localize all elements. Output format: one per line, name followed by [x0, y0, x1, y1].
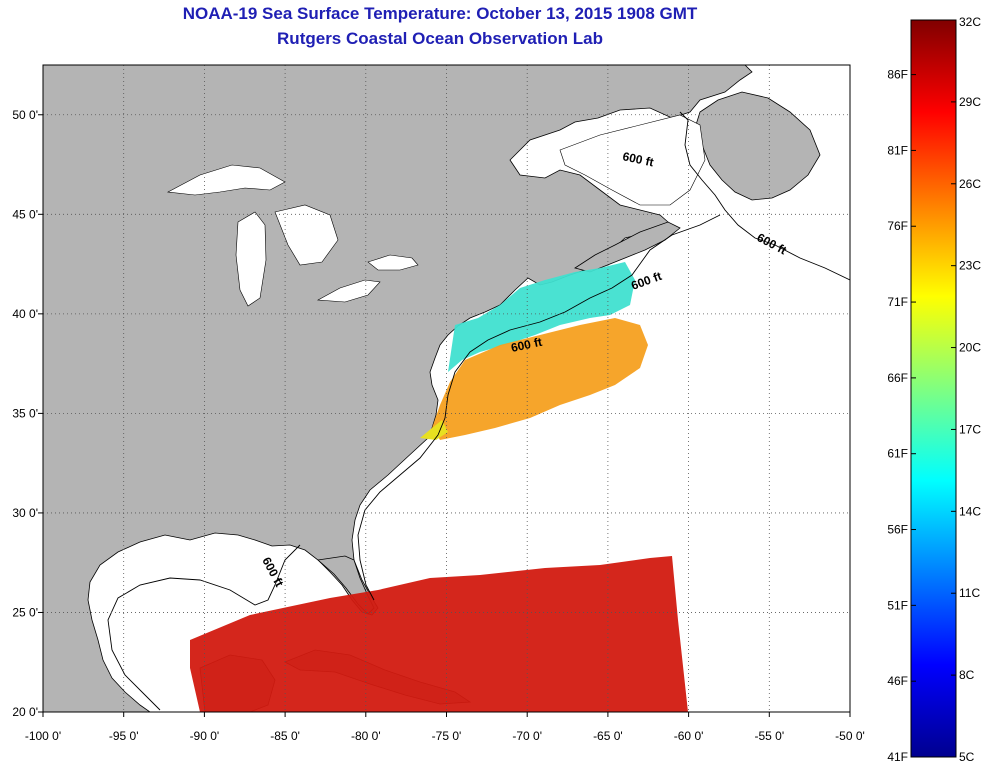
- colorbar-fahrenheit-label: 66F: [887, 371, 908, 385]
- colorbar-fahrenheit-label: 51F: [887, 598, 908, 612]
- lake-michigan: [235, 211, 267, 307]
- nova-scotia-land: [574, 221, 681, 273]
- lat-tick-label: 25 0': [12, 605, 38, 619]
- lat-tick-label: 35 0': [12, 406, 38, 420]
- colorbar-fahrenheit-label: 56F: [887, 523, 908, 537]
- colorbar-celsius-label: 32C: [959, 15, 981, 29]
- lat-tick-label: 40 0': [12, 307, 38, 321]
- colorbar-celsius-label: 8C: [959, 668, 975, 682]
- colorbar-celsius-label: 23C: [959, 259, 981, 273]
- colorbar-celsius-label: 14C: [959, 504, 981, 518]
- sst-swath-northeast: [448, 262, 635, 372]
- lake-superior: [167, 164, 286, 196]
- colorbar-fahrenheit-label: 86F: [887, 68, 908, 82]
- colorbar-celsius-label: 20C: [959, 341, 981, 355]
- colorbar-celsius-label: 29C: [959, 95, 981, 109]
- map-title: NOAA-19 Sea Surface Temperature: October…: [182, 4, 698, 23]
- colorbar-fahrenheit-label: 81F: [887, 143, 908, 157]
- colorbar-celsius-label: 17C: [959, 422, 981, 436]
- lat-tick-label: 50 0': [12, 108, 38, 122]
- lon-tick-label: -65 0': [593, 729, 623, 743]
- newfoundland-land: [694, 91, 821, 201]
- contour-label-mid-atlantic: 600 ft: [510, 335, 544, 355]
- lat-tick-label: 45 0': [12, 207, 38, 221]
- colorbar-fahrenheit-label: 61F: [887, 447, 908, 461]
- colorbar-ticks: 32C 29C 26C 23C 20C 17C 14C 11C 8C 5C 86F 81F 76F 71F…: [887, 15, 981, 764]
- lon-tick-label: -50 0': [835, 729, 865, 743]
- lon-tick-label: -60 0': [674, 729, 704, 743]
- colorbar-fahrenheit-label: 41F: [887, 750, 908, 764]
- colorbar-fahrenheit-label: 46F: [887, 674, 908, 688]
- sst-swath-coastal-yellow: [420, 420, 448, 440]
- lon-tick-label: -75 0': [432, 729, 462, 743]
- gulf-of-st-lawrence: [559, 114, 706, 206]
- lon-tick-label: -85 0': [270, 729, 300, 743]
- graticule: [43, 65, 850, 712]
- contour-label-st-lawrence: 600 ft: [621, 149, 655, 169]
- lake-huron: [274, 204, 339, 266]
- lat-tick-label: 20 0': [12, 705, 38, 719]
- lat-tick-label: 30 0': [12, 506, 38, 520]
- lon-tick-label: -55 0': [754, 729, 784, 743]
- lon-tick-label: -70 0': [512, 729, 542, 743]
- sst-swath-south: [190, 556, 688, 712]
- lon-tick-label: -95 0': [109, 729, 139, 743]
- isobath-600ft-atlantic: [357, 111, 850, 601]
- lake-erie: [316, 279, 381, 303]
- map-axes: -100 0' -95 0' -90 0' -85 0' -80 0' -75 0' -70…: [12, 108, 864, 743]
- colorbar-celsius-label: 11C: [959, 586, 980, 600]
- lake-ontario: [367, 254, 419, 271]
- sst-swath-gulfstream: [432, 318, 648, 440]
- lon-tick-label: -80 0': [351, 729, 381, 743]
- colorbar-fahrenheit-label: 71F: [887, 295, 908, 309]
- colorbar-fahrenheit-label: 76F: [887, 219, 908, 233]
- isobath-600ft-gulf: [107, 544, 301, 711]
- north-america-land: [43, 65, 753, 712]
- map-subtitle: Rutgers Coastal Ocean Observation Lab: [277, 29, 603, 48]
- lon-tick-label: -100 0': [25, 729, 61, 743]
- colorbar: [910, 19, 957, 758]
- colorbar-celsius-label: 5C: [959, 750, 975, 764]
- colorbar-celsius-label: 26C: [959, 177, 981, 191]
- lon-tick-label: -90 0': [190, 729, 220, 743]
